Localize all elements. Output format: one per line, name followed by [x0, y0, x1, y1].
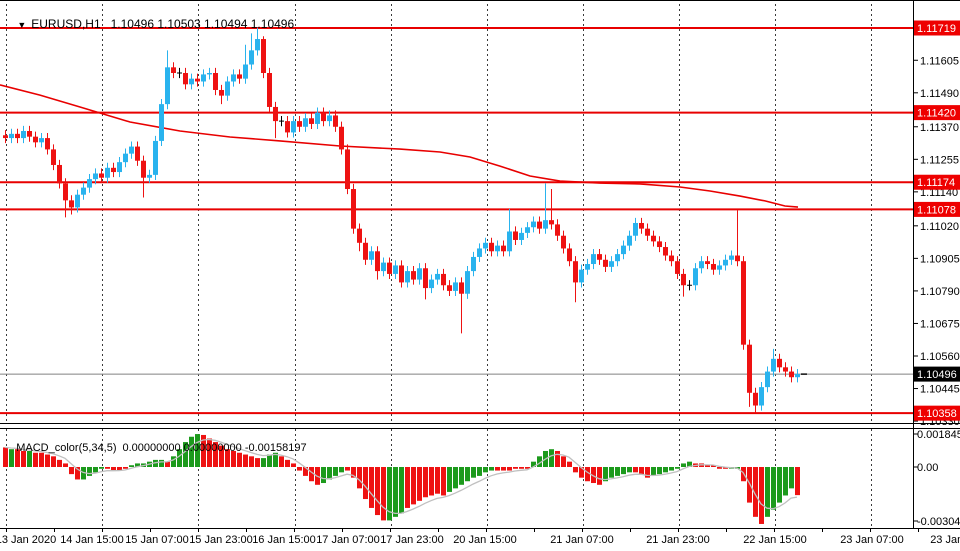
price-axis-label: 1.10445 — [920, 384, 960, 396]
chart-title: ▼ EURUSD,H1 1.10496 1.10503 1.10494 1.1049… — [4, 3, 294, 45]
price-level-badge — [914, 20, 960, 36]
time-axis-label: 21 Jan 23:00 — [646, 534, 710, 546]
price-axis-label: 1.11255 — [920, 154, 959, 166]
price-level-badge-text: 1.11078 — [917, 204, 956, 216]
price-level-badge — [914, 174, 960, 190]
macd-axis-label: 0.0018452 — [917, 429, 960, 441]
price-level-badge-text: 1.10496 — [917, 369, 957, 381]
time-axis-label: 21 Jan 07:00 — [550, 534, 614, 546]
time-axis-label: 17 Jan 07:00 — [316, 534, 380, 546]
price-axis-label: 1.11140 — [920, 187, 958, 199]
price-level-badge — [914, 105, 960, 121]
macd-name: MACD_color(5,34,5) — [16, 442, 117, 454]
time-axis-label: 15 Jan 23:00 — [189, 534, 253, 546]
time-axis-label: 16 Jan 15:00 — [252, 534, 316, 546]
price-level-badge-text: 1.11420 — [917, 108, 956, 120]
moving-average-line — [0, 84, 799, 208]
price-axis-label: 1.10790 — [920, 286, 960, 298]
candles[interactable] — [3, 27, 800, 413]
price-level-badge — [914, 201, 960, 217]
time-axis-label: 23 Jan 07:00 — [840, 534, 904, 546]
price-level-lines[interactable] — [0, 27, 913, 415]
time-axis-label: 15 Jan 07:00 — [125, 534, 189, 546]
price-level-badge-text: 1.10358 — [917, 408, 957, 420]
price-axis-label: 1.10560 — [920, 351, 960, 363]
panel-frames — [0, 0, 960, 529]
price-axis-label: 1.10675 — [920, 318, 960, 330]
macd-histogram — [3, 434, 800, 524]
macd-indicator-label: MACD_color(5,34,5) 0.00000000 0.00000000 … — [4, 430, 307, 466]
price-axis-label: 1.11605 — [920, 55, 959, 67]
price-level-badge-text: 1.11719 — [917, 23, 956, 35]
price-level-badge — [914, 366, 960, 382]
time-axis-label: 14 Jan 15:00 — [60, 534, 124, 546]
price-axis[interactable]: 1.11605 1.11490 1.11370 1.11255 1.11140 1.110… — [913, 20, 960, 429]
ohlc-readout: 1.10496 1.10503 1.10494 1.10496 — [110, 17, 295, 31]
macd-axis-label: -0.0030417 — [917, 516, 960, 528]
time-axis-label: 17 Jan 23:00 — [380, 534, 444, 546]
price-axis-label: 1.11370 — [920, 122, 959, 134]
price-level-badge — [914, 405, 960, 421]
price-level-badge-text: 1.11174 — [917, 177, 955, 189]
price-axis-label: 1.11020 — [920, 221, 959, 233]
macd-signal-line — [4, 438, 798, 515]
macd-axis-label: 0.00 — [917, 462, 938, 474]
time-axis-label: 22 Jan 15:00 — [743, 534, 807, 546]
symbol-period-label: EURUSD,H1 — [31, 17, 101, 31]
macd-axis[interactable]: 0.0018452 0.00 -0.0030417 — [913, 429, 960, 528]
price-axis-label: 1.11490 — [920, 88, 959, 100]
time-axis[interactable]: 13 Jan 2020 14 Jan 15:00 15 Jan 07:00 15 Ja… — [0, 528, 960, 546]
macd-values: 0.00000000 0.00000000 -0.00158197 — [122, 442, 307, 454]
symbol-dropdown-icon[interactable]: ▼ — [17, 20, 27, 30]
time-axis-label: 23 Jan 23:00 — [930, 534, 960, 546]
time-axis-label: 20 Jan 15:00 — [453, 534, 517, 546]
time-axis-label: 13 Jan 2020 — [0, 534, 56, 546]
price-axis-label: 1.10905 — [920, 253, 960, 265]
